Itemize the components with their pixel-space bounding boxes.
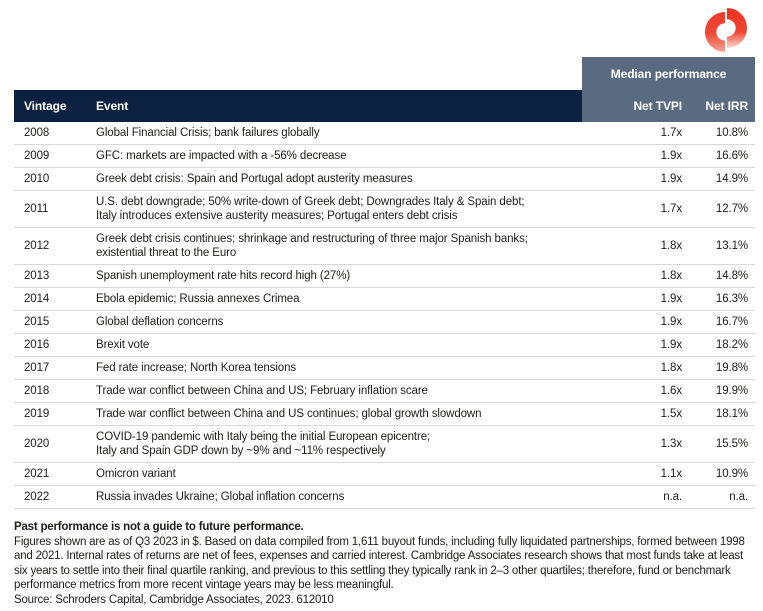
net-tvpi-cell: 1.7x <box>582 122 690 145</box>
table-row: 2010 Greek debt crisis: Spain and Portug… <box>14 167 756 191</box>
table-row: 2022 Russia invades Ukraine; Global infl… <box>14 485 756 509</box>
event-cell: U.S. debt downgrade; 50% write-down of G… <box>96 190 582 228</box>
vintage-cell: 2009 <box>14 144 96 168</box>
net-irr-cell: 10.9% <box>690 462 756 486</box>
net-irr-cell: n.a. <box>690 485 756 509</box>
column-header-net-irr: Net IRR <box>690 90 756 122</box>
event-cell: Ebola epidemic; Russia annexes Crimea <box>96 287 582 311</box>
vintage-cell: 2011 <box>14 190 96 228</box>
median-performance-group-header: Median performance <box>582 57 756 90</box>
vintage-cell: 2016 <box>14 333 96 357</box>
event-cell: Global Financial Crisis; bank failures g… <box>96 122 582 145</box>
event-cell: Greek debt crisis: Spain and Portugal ad… <box>96 167 582 191</box>
net-tvpi-cell: 1.6x <box>582 379 690 403</box>
vintage-cell: 2015 <box>14 310 96 334</box>
vintage-cell: 2018 <box>14 379 96 403</box>
event-cell: Brexit vote <box>96 333 582 357</box>
event-cell: Global deflation concerns <box>96 310 582 334</box>
past-performance-disclaimer: Past performance is not a guide to futur… <box>14 521 304 533</box>
net-tvpi-cell: 1.8x <box>582 356 690 380</box>
table-row: 2017 Fed rate increase; North Korea tens… <box>14 356 756 380</box>
group-header-row: Median performance <box>14 57 756 90</box>
table-row: 2016 Brexit vote 1.9x 18.2% <box>14 333 756 357</box>
net-irr-cell: 12.7% <box>690 190 756 228</box>
net-tvpi-cell: n.a. <box>582 485 690 509</box>
vintage-cell: 2008 <box>14 122 96 145</box>
net-irr-cell: 19.9% <box>690 379 756 403</box>
net-tvpi-cell: 1.9x <box>582 144 690 168</box>
net-irr-cell: 19.8% <box>690 356 756 380</box>
net-irr-cell: 18.1% <box>690 402 756 426</box>
vintage-cell: 2014 <box>14 287 96 311</box>
vintage-performance-table: Median performance Vintage Event Net TVP… <box>14 57 756 509</box>
source-line: Source: Schroders Capital, Cambridge Ass… <box>14 593 334 606</box>
table-row: 2013 Spanish unemployment rate hits reco… <box>14 264 756 288</box>
net-tvpi-cell: 1.5x <box>582 402 690 426</box>
net-tvpi-cell: 1.9x <box>582 333 690 357</box>
net-irr-cell: 18.2% <box>690 333 756 357</box>
net-tvpi-cell: 1.7x <box>582 190 690 228</box>
vintage-cell: 2017 <box>14 356 96 380</box>
event-cell: Omicron variant <box>96 462 582 486</box>
table-body: 2008 Global Financial Crisis; bank failu… <box>14 122 756 509</box>
net-irr-cell: 15.5% <box>690 425 756 463</box>
event-cell: Fed rate increase; North Korea tensions <box>96 356 582 380</box>
column-header-event: Event <box>96 90 582 122</box>
column-header-net-tvpi: Net TVPI <box>582 90 690 122</box>
net-tvpi-cell: 1.8x <box>582 264 690 288</box>
net-tvpi-cell: 1.1x <box>582 462 690 486</box>
vintage-cell: 2013 <box>14 264 96 288</box>
table-row: 2012 Greek debt crisis continues; shrink… <box>14 227 756 265</box>
methodology-note: Figures shown are as of Q3 2023 in $. Ba… <box>14 535 745 592</box>
net-irr-cell: 14.8% <box>690 264 756 288</box>
net-irr-cell: 14.9% <box>690 167 756 191</box>
table-row: 2009 GFC: markets are impacted with a -5… <box>14 144 756 168</box>
net-irr-cell: 10.8% <box>690 122 756 145</box>
net-irr-cell: 16.6% <box>690 144 756 168</box>
event-cell: Trade war conflict between China and US … <box>96 402 582 426</box>
vintage-cell: 2020 <box>14 425 96 463</box>
event-cell: Russia invades Ukraine; Global inflation… <box>96 485 582 509</box>
table-row: 2019 Trade war conflict between China an… <box>14 402 756 426</box>
event-cell: Spanish unemployment rate hits record hi… <box>96 264 582 288</box>
event-cell: Greek debt crisis continues; shrinkage a… <box>96 227 582 265</box>
vintage-cell: 2012 <box>14 227 96 265</box>
vintage-cell: 2010 <box>14 167 96 191</box>
net-tvpi-cell: 1.3x <box>582 425 690 463</box>
table-row: 2014 Ebola epidemic; Russia annexes Crim… <box>14 287 756 311</box>
net-tvpi-cell: 1.9x <box>582 287 690 311</box>
vintage-cell: 2022 <box>14 485 96 509</box>
schroders-capital-logo-icon <box>704 6 748 54</box>
net-irr-cell: 13.1% <box>690 227 756 265</box>
net-tvpi-cell: 1.9x <box>582 310 690 334</box>
event-cell: COVID-19 pandemic with Italy being the i… <box>96 425 582 463</box>
table-row: 2008 Global Financial Crisis; bank failu… <box>14 122 756 145</box>
column-header-row: Vintage Event Net TVPI Net IRR <box>14 90 756 122</box>
net-irr-cell: 16.3% <box>690 287 756 311</box>
net-tvpi-cell: 1.8x <box>582 227 690 265</box>
event-cell: GFC: markets are impacted with a -56% de… <box>96 144 582 168</box>
table-row: 2021 Omicron variant 1.1x 10.9% <box>14 462 756 486</box>
group-header-spacer <box>14 57 582 90</box>
table-row: 2020 COVID-19 pandemic with Italy being … <box>14 425 756 463</box>
table-row: 2018 Trade war conflict between China an… <box>14 379 756 403</box>
column-header-vintage: Vintage <box>14 90 96 122</box>
performance-table-section: Median performance Vintage Event Net TVP… <box>14 57 756 607</box>
vintage-cell: 2019 <box>14 402 96 426</box>
footnotes: Past performance is not a guide to futur… <box>14 520 755 607</box>
table-row: 2015 Global deflation concerns 1.9x 16.7… <box>14 310 756 334</box>
net-irr-cell: 16.7% <box>690 310 756 334</box>
table-row: 2011 U.S. debt downgrade; 50% write-down… <box>14 190 756 228</box>
net-tvpi-cell: 1.9x <box>582 167 690 191</box>
vintage-cell: 2021 <box>14 462 96 486</box>
event-cell: Trade war conflict between China and US;… <box>96 379 582 403</box>
